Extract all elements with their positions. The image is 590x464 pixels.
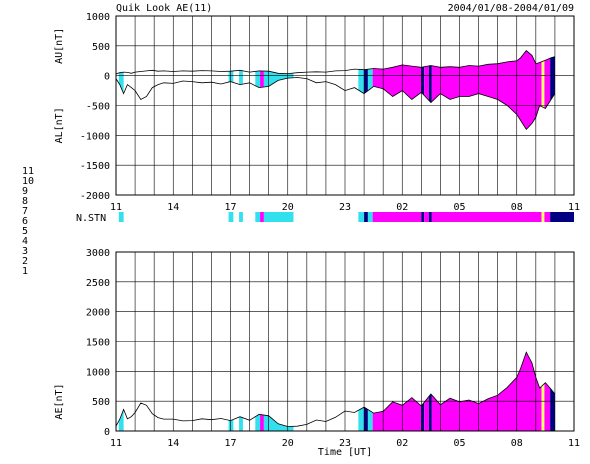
p1-ytick-label-1: 500 (92, 42, 110, 53)
nstn-segment-11 (424, 212, 429, 222)
p1-fill-band-15 (544, 50, 551, 130)
nstn-label: N.STN (76, 213, 106, 224)
p1-ytick-label-2: 0 (104, 72, 110, 83)
p2-ytick-label-0: 3000 (86, 248, 110, 259)
chart-title-left: Quik Look AE(11) (116, 3, 212, 14)
nstn-segment-12 (428, 212, 432, 222)
p1-ytick-label-3: -500 (86, 102, 110, 113)
p1-xtick-label-1: 14 (167, 202, 179, 213)
p2-xtick-label-0: 11 (110, 438, 122, 449)
x-axis-label: Time [UT] (318, 447, 372, 458)
p1-ylabel-lower: AL[nT] (54, 107, 65, 143)
p2-ytick-label-5: 500 (92, 397, 110, 408)
nstn-segment-1 (228, 212, 234, 222)
p1-fill-band-12 (428, 50, 432, 130)
p2-xtick-label-6: 05 (453, 438, 465, 449)
station-legend-item-8: 8 (22, 196, 28, 207)
station-legend-item-11: 11 (22, 166, 34, 177)
nstn-segment-14 (541, 212, 545, 222)
p1-fill-band-16 (550, 50, 555, 130)
p1-ytick-label-6: -2000 (80, 191, 110, 202)
p2-ytick-label-2: 2000 (86, 308, 110, 319)
p2-xtick-label-2: 17 (224, 438, 236, 449)
nstn-segment-6 (358, 212, 365, 222)
nstn-segment-10 (421, 212, 425, 222)
station-legend-item-3: 3 (22, 246, 28, 257)
p1-xtick-label-0: 11 (110, 202, 122, 213)
station-legend-item-9: 9 (22, 186, 28, 197)
p1-ytick-label-5: -1500 (80, 161, 110, 172)
p1-xtick-label-5: 02 (396, 202, 408, 213)
station-legend-item-7: 7 (22, 206, 28, 217)
p1-xtick-label-6: 05 (453, 202, 465, 213)
chart-title-right: 2004/01/08-2004/01/09 (448, 3, 574, 14)
p2-fill-band-15 (544, 352, 551, 431)
p2-ytick-label-6: 0 (104, 427, 110, 438)
nstn-bar (118, 212, 574, 222)
au-al-panel: 1000 500 0 -500 -1000 -1500 -2000 AU[nT] AL[nT] 1… (54, 12, 580, 213)
station-legend-item-4: 4 (22, 236, 28, 247)
p2-xtick-label-5: 02 (396, 438, 408, 449)
p2-xtick-label-4: 23 (339, 438, 351, 449)
p1-frame (115, 15, 575, 196)
p1-xtick-label-3: 20 (282, 202, 294, 213)
p2-ytick-label-1: 2500 (86, 278, 110, 289)
p2-ylabel: AE[nT] (54, 383, 65, 419)
station-legend-item-6: 6 (22, 216, 28, 227)
p1-fill-band-10 (421, 50, 425, 130)
nstn-segment-13 (431, 212, 542, 222)
p1-fill-band-7 (364, 50, 368, 130)
station-legend-item-10: 10 (22, 176, 34, 187)
p2-xtick-label-8: 11 (568, 438, 580, 449)
p2-frame (115, 251, 575, 432)
nstn-segment-5 (263, 212, 294, 222)
p1-ytick-label-4: -1000 (80, 131, 110, 142)
nstn-segment-16 (550, 212, 574, 222)
p2-xtick-label-3: 20 (282, 438, 294, 449)
station-legend-item-1: 1 (22, 266, 28, 277)
p1-xtick-label-7: 08 (511, 202, 523, 213)
p1-series-line-0 (115, 50, 556, 75)
p1-xtick-label-2: 17 (224, 202, 236, 213)
p1-fill-band-14 (541, 50, 545, 130)
p1-xtick-label-4: 23 (339, 202, 351, 213)
p2-series-line-0 (115, 351, 556, 427)
nstn-segment-15 (544, 212, 551, 222)
nstn-segment-8 (367, 212, 373, 222)
nstn-segment-4 (260, 212, 264, 222)
p1-ylabel-upper: AU[nT] (54, 28, 65, 64)
p1-ytick-label-0: 1000 (86, 12, 110, 23)
p2-xtick-label-1: 14 (167, 438, 179, 449)
nstn-segment-7 (364, 212, 368, 222)
p1-fill-band-6 (358, 50, 365, 130)
p2-xtick-label-7: 08 (511, 438, 523, 449)
station-legend-item-5: 5 (22, 226, 28, 237)
p2-ytick-label-3: 1500 (86, 338, 110, 349)
p1-fill-band-11 (424, 50, 429, 130)
p1-xtick-label-8: 11 (568, 202, 580, 213)
nstn-segment-0 (118, 212, 124, 222)
p1-series-line-1 (115, 77, 556, 131)
p2-ytick-label-4: 1000 (86, 367, 110, 378)
ae-panel: 3000 2500 2000 1500 1000 500 0 AE[nT] 11 14 17 20 23… (54, 248, 580, 449)
nstn-segment-9 (372, 212, 422, 222)
nstn-segment-3 (255, 212, 261, 222)
nstn-segment-2 (239, 212, 243, 222)
p2-fill-band-14 (541, 352, 545, 431)
station-legend-item-2: 2 (22, 256, 28, 267)
